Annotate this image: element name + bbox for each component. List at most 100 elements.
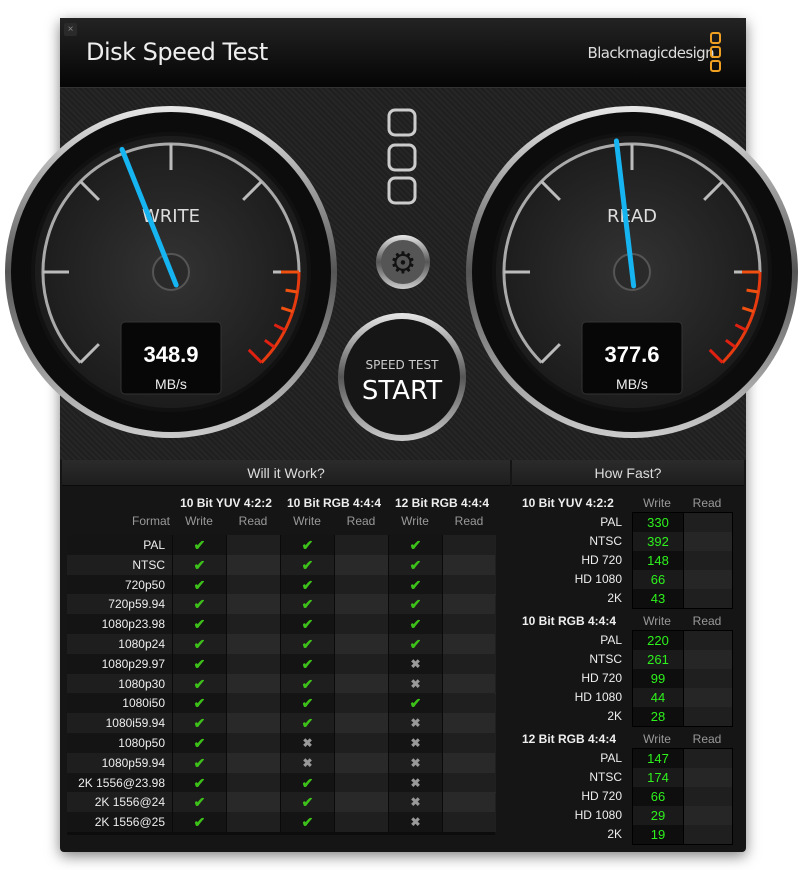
format-label: 1080i59.94 bbox=[105, 716, 165, 731]
read-value bbox=[683, 768, 732, 787]
read-value bbox=[683, 787, 732, 806]
read-cell bbox=[226, 594, 280, 615]
check-icon: ✔ bbox=[193, 616, 206, 633]
scale-tick bbox=[242, 180, 263, 201]
write-cell: ✔ bbox=[388, 574, 442, 595]
gauges: WRITE 348.9 MB/s READ 377.6 MB/s ⚙ SPEED TEST ST… bbox=[5, 106, 798, 441]
write-cell: ✔ bbox=[280, 713, 334, 734]
table-row: 720p50 ✔ ✔ ✔ bbox=[67, 574, 496, 595]
start-button[interactable]: SPEED TEST START bbox=[338, 313, 466, 441]
read-cell bbox=[334, 733, 388, 753]
table-row: 1080p29.97 ✔ ✔ ✖ bbox=[67, 653, 496, 674]
read-cell bbox=[226, 653, 280, 674]
check-icon: ✔ bbox=[301, 556, 314, 573]
write-header: Write bbox=[643, 732, 671, 746]
read-redline-arc bbox=[721, 271, 762, 364]
write-cell: ✖ bbox=[388, 792, 442, 813]
table-row: 1080i59.94 ✔ ✔ ✖ bbox=[67, 713, 496, 734]
cross-icon: ✖ bbox=[410, 716, 421, 731]
cross-icon: ✖ bbox=[410, 656, 421, 671]
format-label: HD 1080 bbox=[574, 808, 622, 822]
read-value bbox=[683, 669, 732, 688]
table-row: 2K 1556@24 ✔ ✔ ✖ bbox=[67, 792, 496, 813]
read-header: Read bbox=[692, 614, 722, 628]
check-icon: ✔ bbox=[193, 754, 206, 771]
read-value bbox=[683, 688, 732, 707]
title-bar: × Disk Speed Test Blackmagicdesign bbox=[60, 18, 746, 88]
check-icon: ✔ bbox=[301, 774, 314, 791]
group-header: 10 Bit YUV 4:2:2 bbox=[180, 496, 272, 510]
check-icon: ✔ bbox=[193, 576, 206, 593]
redline-tick bbox=[247, 348, 263, 364]
write-header: Write bbox=[293, 514, 321, 528]
read-cell bbox=[334, 614, 388, 635]
write-value: 147 bbox=[633, 749, 683, 768]
read-cell bbox=[334, 812, 388, 833]
write-value: 19 bbox=[633, 825, 683, 844]
read-header: Read bbox=[238, 514, 268, 528]
center-logo-icon bbox=[387, 108, 417, 205]
write-value: 174 bbox=[633, 768, 683, 787]
read-cell bbox=[334, 594, 388, 615]
write-value: 261 bbox=[633, 650, 683, 669]
format-label: 720p50 bbox=[124, 577, 165, 592]
read-cell bbox=[442, 634, 496, 654]
read-value: 377.6 bbox=[604, 342, 659, 367]
read-cell bbox=[226, 733, 280, 753]
write-value: 44 bbox=[633, 688, 683, 707]
write-cell: ✖ bbox=[388, 653, 442, 674]
write-gauge-label: WRITE bbox=[142, 206, 200, 227]
read-cell bbox=[442, 752, 496, 773]
write-cell: ✔ bbox=[280, 594, 334, 615]
write-value: 330 bbox=[633, 513, 683, 532]
read-cell bbox=[442, 614, 496, 635]
write-cell: ✔ bbox=[280, 634, 334, 654]
read-cell bbox=[334, 752, 388, 773]
check-icon: ✔ bbox=[409, 616, 422, 633]
group-header: 12 Bit RGB 4:4:4 bbox=[394, 496, 490, 510]
check-icon: ✔ bbox=[409, 695, 422, 712]
read-cell bbox=[442, 574, 496, 595]
write-cell: ✖ bbox=[388, 752, 442, 773]
read-value bbox=[683, 707, 732, 726]
read-header: Read bbox=[454, 514, 484, 528]
cross-icon: ✖ bbox=[410, 795, 421, 810]
write-cell: ✔ bbox=[172, 554, 226, 575]
write-cell: ✔ bbox=[280, 653, 334, 674]
table-row: 1080p30 ✔ ✔ ✖ bbox=[67, 673, 496, 694]
table-row: 720p59.94 ✔ ✔ ✔ bbox=[67, 594, 496, 615]
format-label: 720p59.94 bbox=[108, 597, 165, 612]
read-cell bbox=[334, 634, 388, 654]
table-row: 1080p50 ✔ ✖ ✖ bbox=[67, 733, 496, 753]
format-label: HD 720 bbox=[581, 671, 622, 685]
write-cell: ✔ bbox=[280, 554, 334, 575]
read-cell bbox=[442, 693, 496, 714]
write-gauge: WRITE 348.9 MB/s bbox=[5, 106, 337, 438]
read-cell bbox=[334, 693, 388, 714]
write-header: Write bbox=[401, 514, 429, 528]
format-label: 2K 1556@23.98 bbox=[78, 775, 165, 790]
check-icon: ✔ bbox=[409, 596, 422, 613]
check-icon: ✔ bbox=[301, 616, 314, 633]
write-cell: ✔ bbox=[388, 614, 442, 635]
check-icon: ✔ bbox=[301, 695, 314, 712]
cross-icon: ✖ bbox=[410, 755, 421, 770]
cross-icon: ✖ bbox=[410, 775, 421, 790]
read-cell bbox=[226, 574, 280, 595]
read-cell bbox=[442, 812, 496, 833]
write-cell: ✔ bbox=[172, 653, 226, 674]
start-button-caption: SPEED TEST bbox=[366, 358, 440, 372]
read-cell bbox=[442, 673, 496, 694]
section-header: 12 Bit RGB 4:4:4 bbox=[522, 732, 617, 746]
check-icon: ✔ bbox=[409, 576, 422, 593]
format-label: 1080p59.94 bbox=[101, 755, 165, 770]
how-fast-title: How Fast? bbox=[512, 460, 744, 486]
format-header: Format bbox=[131, 514, 170, 528]
close-icon[interactable]: × bbox=[64, 23, 77, 36]
write-cell: ✔ bbox=[280, 673, 334, 694]
check-icon: ✔ bbox=[301, 596, 314, 613]
read-cell bbox=[334, 792, 388, 813]
write-cell: ✔ bbox=[172, 594, 226, 615]
read-cell bbox=[442, 535, 496, 555]
settings-button[interactable]: ⚙ bbox=[376, 235, 430, 289]
